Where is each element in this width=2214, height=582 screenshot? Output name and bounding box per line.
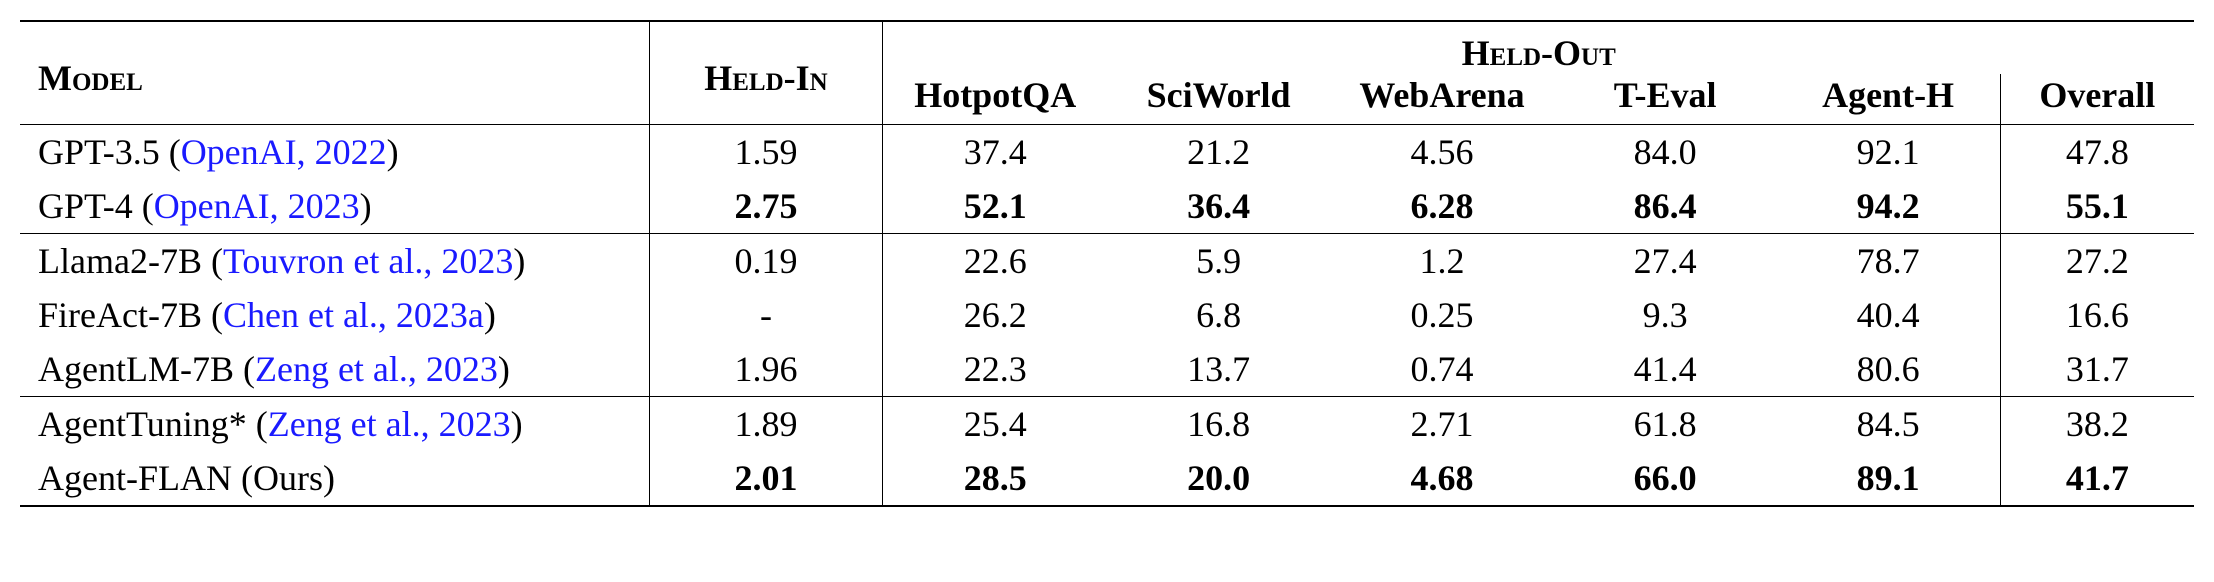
header-sciworld: SciWorld bbox=[1107, 74, 1330, 125]
cell-sciworld: 20.0 bbox=[1107, 451, 1330, 506]
cell-sciworld: 5.9 bbox=[1107, 234, 1330, 289]
header-row-1: Model Held-In Held-Out bbox=[20, 21, 2194, 74]
header-overall: Overall bbox=[2000, 74, 2194, 125]
cell-heldin: 2.01 bbox=[649, 451, 883, 506]
citation-link[interactable]: OpenAI bbox=[181, 132, 297, 172]
citation-link[interactable]: OpenAI bbox=[154, 186, 270, 226]
cell-overall: 47.8 bbox=[2000, 125, 2194, 180]
cell-hotpotqa: 28.5 bbox=[883, 451, 1107, 506]
header-hotpotqa: HotpotQA bbox=[883, 74, 1107, 125]
cell-teval: 27.4 bbox=[1554, 234, 1777, 289]
table-row: FireAct-7B (Chen et al., 2023a) - 26.2 6… bbox=[20, 288, 2194, 342]
cell-teval: 41.4 bbox=[1554, 342, 1777, 397]
cell-webarena: 6.28 bbox=[1330, 179, 1554, 234]
cell-agenth: 80.6 bbox=[1777, 342, 2001, 397]
cell-sciworld: 6.8 bbox=[1107, 288, 1330, 342]
results-table: Model Held-In Held-Out HotpotQA SciWorld… bbox=[20, 20, 2194, 507]
results-table-container: Model Held-In Held-Out HotpotQA SciWorld… bbox=[20, 20, 2194, 507]
header-webarena: WebArena bbox=[1330, 74, 1554, 125]
table-row: GPT-3.5 (OpenAI, 2022) 1.59 37.4 21.2 4.… bbox=[20, 125, 2194, 180]
cell-model: Agent-FLAN (Ours) bbox=[20, 451, 649, 506]
cell-agenth: 78.7 bbox=[1777, 234, 2001, 289]
citation-year[interactable]: , 2023 bbox=[423, 241, 513, 281]
cell-teval: 9.3 bbox=[1554, 288, 1777, 342]
cell-sciworld: 21.2 bbox=[1107, 125, 1330, 180]
table-row: Agent-FLAN (Ours) 2.01 28.5 20.0 4.68 66… bbox=[20, 451, 2194, 506]
cell-heldin: - bbox=[649, 288, 883, 342]
cell-model: FireAct-7B (Chen et al., 2023a) bbox=[20, 288, 649, 342]
cell-sciworld: 36.4 bbox=[1107, 179, 1330, 234]
table-row: AgentTuning* (Zeng et al., 2023) 1.89 25… bbox=[20, 397, 2194, 452]
cell-agenth: 40.4 bbox=[1777, 288, 2001, 342]
citation-year[interactable]: , 2022 bbox=[297, 132, 387, 172]
table-row: GPT-4 (OpenAI, 2023) 2.75 52.1 36.4 6.28… bbox=[20, 179, 2194, 234]
cell-hotpotqa: 52.1 bbox=[883, 179, 1107, 234]
cell-overall: 31.7 bbox=[2000, 342, 2194, 397]
citation-link[interactable]: Zeng et al. bbox=[255, 349, 408, 389]
cell-agenth: 94.2 bbox=[1777, 179, 2001, 234]
cell-overall: 38.2 bbox=[2000, 397, 2194, 452]
cell-teval: 66.0 bbox=[1554, 451, 1777, 506]
cell-hotpotqa: 37.4 bbox=[883, 125, 1107, 180]
cell-agenth: 89.1 bbox=[1777, 451, 2001, 506]
cell-hotpotqa: 25.4 bbox=[883, 397, 1107, 452]
cell-heldin: 0.19 bbox=[649, 234, 883, 289]
cell-webarena: 1.2 bbox=[1330, 234, 1554, 289]
cell-heldin: 1.96 bbox=[649, 342, 883, 397]
cell-overall: 41.7 bbox=[2000, 451, 2194, 506]
cell-webarena: 4.68 bbox=[1330, 451, 1554, 506]
cell-overall: 27.2 bbox=[2000, 234, 2194, 289]
cell-webarena: 0.25 bbox=[1330, 288, 1554, 342]
citation-link[interactable]: Zeng et al. bbox=[268, 404, 421, 444]
citation-year[interactable]: , 2023 bbox=[408, 349, 498, 389]
cell-heldin: 2.75 bbox=[649, 179, 883, 234]
cell-webarena: 2.71 bbox=[1330, 397, 1554, 452]
cell-webarena: 0.74 bbox=[1330, 342, 1554, 397]
cell-heldin: 1.89 bbox=[649, 397, 883, 452]
cell-hotpotqa: 22.6 bbox=[883, 234, 1107, 289]
cell-sciworld: 16.8 bbox=[1107, 397, 1330, 452]
header-agenth: Agent-H bbox=[1777, 74, 2001, 125]
cell-model: GPT-4 (OpenAI, 2023) bbox=[20, 179, 649, 234]
citation-link[interactable]: Touvron et al. bbox=[223, 241, 423, 281]
cell-model: Llama2-7B (Touvron et al., 2023) bbox=[20, 234, 649, 289]
cell-overall: 16.6 bbox=[2000, 288, 2194, 342]
header-model: Model bbox=[20, 21, 649, 125]
cell-overall: 55.1 bbox=[2000, 179, 2194, 234]
cell-heldin: 1.59 bbox=[649, 125, 883, 180]
header-teval: T-Eval bbox=[1554, 74, 1777, 125]
header-heldin: Held-In bbox=[649, 21, 883, 125]
table-row: AgentLM-7B (Zeng et al., 2023) 1.96 22.3… bbox=[20, 342, 2194, 397]
cell-sciworld: 13.7 bbox=[1107, 342, 1330, 397]
cell-hotpotqa: 22.3 bbox=[883, 342, 1107, 397]
cell-hotpotqa: 26.2 bbox=[883, 288, 1107, 342]
cell-teval: 86.4 bbox=[1554, 179, 1777, 234]
citation-year[interactable]: , 2023a bbox=[378, 295, 484, 335]
cell-agenth: 84.5 bbox=[1777, 397, 2001, 452]
table-row: Llama2-7B (Touvron et al., 2023) 0.19 22… bbox=[20, 234, 2194, 289]
citation-link[interactable]: Chen et al. bbox=[223, 295, 378, 335]
cell-webarena: 4.56 bbox=[1330, 125, 1554, 180]
cell-model: GPT-3.5 (OpenAI, 2022) bbox=[20, 125, 649, 180]
cell-teval: 61.8 bbox=[1554, 397, 1777, 452]
citation-year[interactable]: , 2023 bbox=[421, 404, 511, 444]
citation-year[interactable]: , 2023 bbox=[270, 186, 360, 226]
cell-model: AgentTuning* (Zeng et al., 2023) bbox=[20, 397, 649, 452]
header-heldout: Held-Out bbox=[883, 21, 2194, 74]
cell-teval: 84.0 bbox=[1554, 125, 1777, 180]
cell-agenth: 92.1 bbox=[1777, 125, 2001, 180]
cell-model: AgentLM-7B (Zeng et al., 2023) bbox=[20, 342, 649, 397]
